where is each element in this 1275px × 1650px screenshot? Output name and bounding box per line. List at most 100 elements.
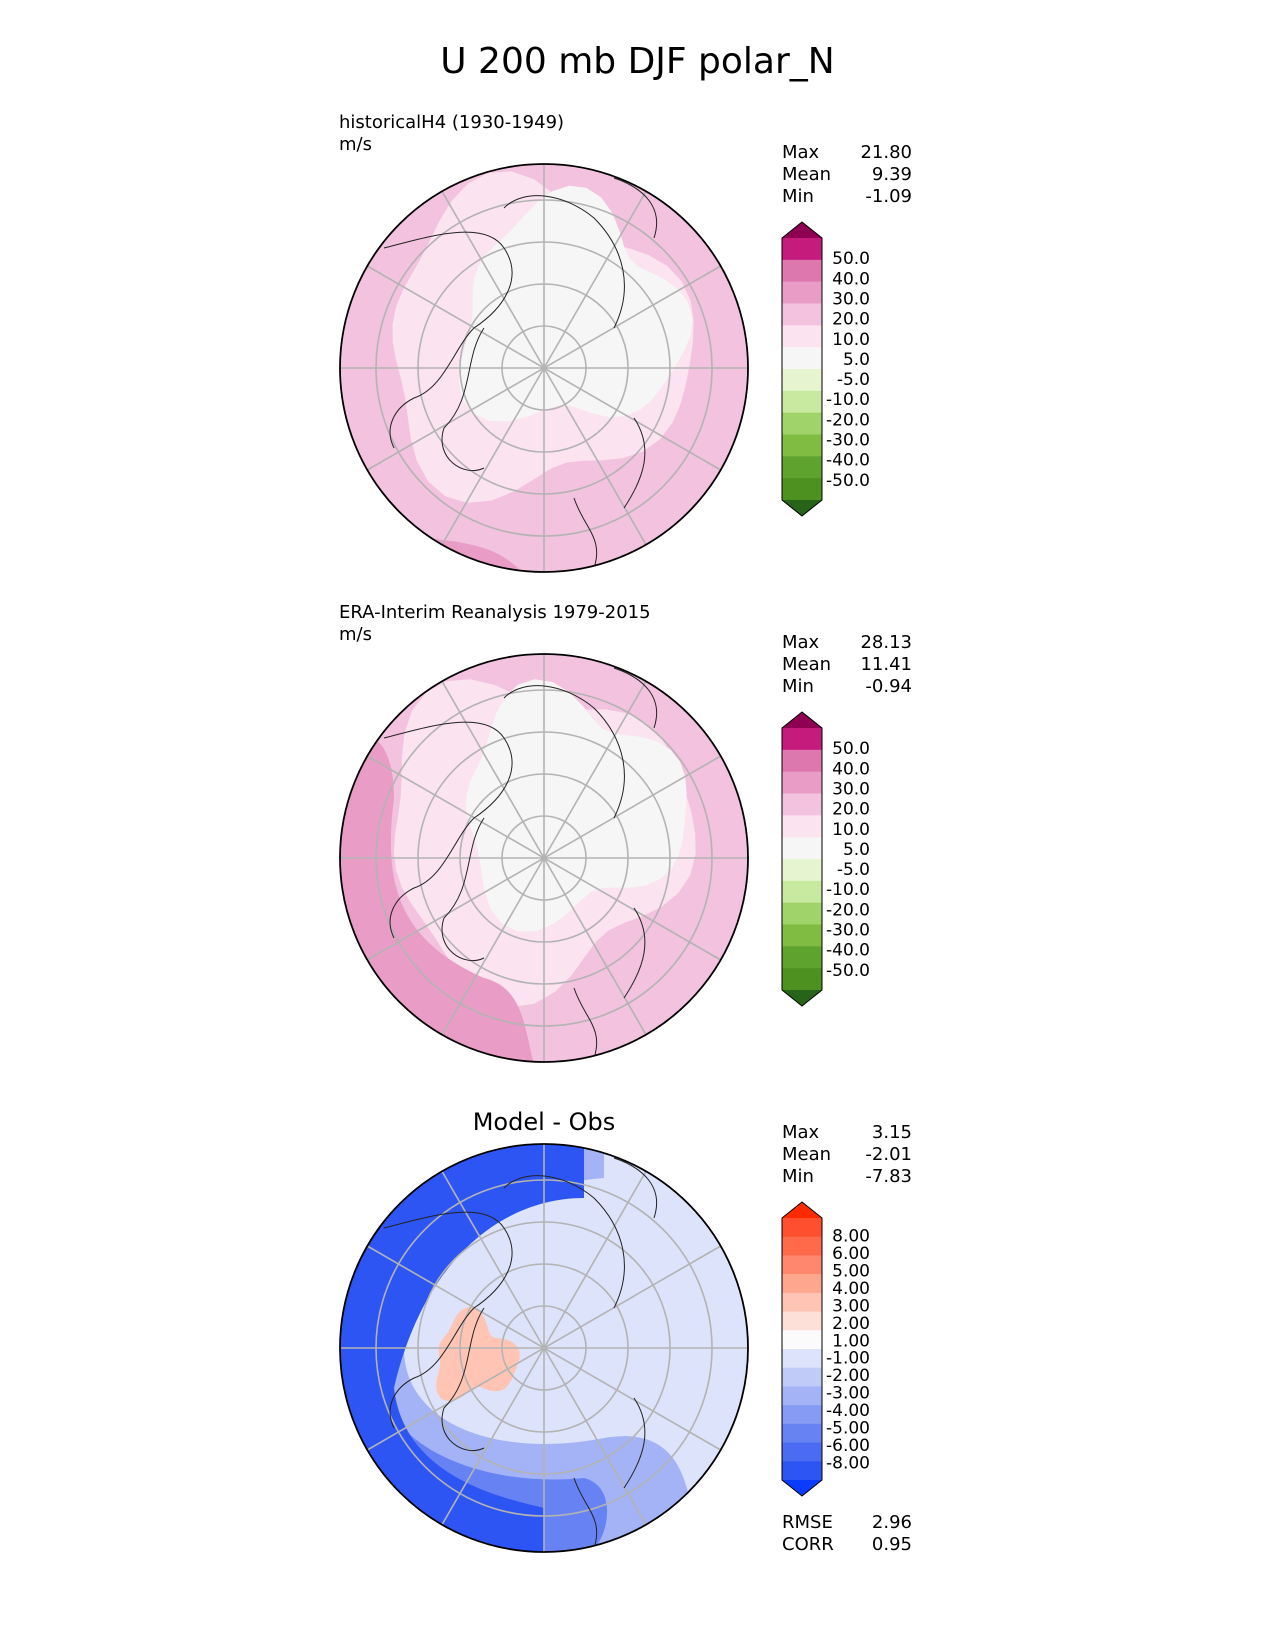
meridian-line bbox=[441, 190, 647, 546]
colorbar-segment bbox=[782, 1330, 822, 1350]
meridian-line bbox=[441, 1170, 647, 1526]
colorbar-tick-label: 2.00 bbox=[832, 1314, 870, 1334]
colorbar-tick-label: -20.0 bbox=[826, 900, 870, 920]
panel-3-colorbar: 8.006.005.004.003.002.001.00-1.00-2.00-3… bbox=[781, 1201, 870, 1497]
coastline bbox=[383, 721, 513, 939]
colorbar-segment bbox=[782, 902, 822, 925]
colorbar-segment bbox=[782, 1236, 822, 1256]
colorbar-segment bbox=[782, 1218, 822, 1238]
colorbar-tick-label: -50.0 bbox=[826, 961, 870, 981]
colorbar-tick-label: -10.0 bbox=[826, 880, 870, 900]
colorbar-tick-label: 4.00 bbox=[832, 1279, 870, 1299]
colorbar-tick-label: 1.00 bbox=[832, 1331, 870, 1351]
colorbar-segment bbox=[782, 1311, 822, 1331]
colorbar-segment bbox=[782, 1349, 822, 1369]
metric-rmse: RMSE 2.96 bbox=[782, 1512, 912, 1533]
colorbar-segment bbox=[782, 1274, 822, 1294]
panel-3-polar-map bbox=[339, 1143, 749, 1553]
panel-2-title: ERA-Interim Reanalysis 1979-2015 bbox=[339, 602, 651, 623]
coastline bbox=[623, 1397, 646, 1489]
colorbar-segment bbox=[782, 793, 822, 816]
colorbar-segment bbox=[782, 259, 822, 283]
colorbar-segment bbox=[782, 1405, 822, 1425]
colorbar-segment bbox=[782, 456, 822, 479]
stat-mean: Mean -2.01 bbox=[782, 1144, 912, 1165]
colorbar-tick-label: 8.00 bbox=[832, 1226, 870, 1246]
stat-max: Max 21.80 bbox=[782, 142, 912, 163]
colorbar-tick-label: -30.0 bbox=[826, 921, 870, 941]
colorbar-tick-label: -40.0 bbox=[826, 941, 870, 961]
colorbar-segment bbox=[782, 1386, 822, 1406]
colorbar-extend-bottom bbox=[782, 500, 822, 516]
colorbar-segment bbox=[782, 837, 822, 860]
colorbar-tick-label: 3.00 bbox=[832, 1296, 870, 1316]
colorbar-segment bbox=[782, 749, 822, 773]
colorbar-tick-label: -5.00 bbox=[826, 1419, 870, 1439]
colorbar-segment bbox=[782, 478, 822, 501]
coastline bbox=[613, 177, 658, 239]
colorbar-tick-label: 10.0 bbox=[832, 330, 870, 350]
colorbar-segment bbox=[782, 303, 822, 326]
colorbar-tick-label: 30.0 bbox=[832, 779, 870, 799]
colorbar-tick-label: -4.00 bbox=[826, 1401, 870, 1421]
panel-3-metrics: RMSE 2.96 CORR 0.95 bbox=[782, 1512, 912, 1556]
coastline bbox=[503, 685, 625, 819]
colorbar-segment bbox=[782, 325, 822, 348]
stat-min: Min -1.09 bbox=[782, 186, 912, 207]
stat-min: Min -0.94 bbox=[782, 676, 912, 697]
colorbar-segment bbox=[782, 924, 822, 947]
coastline bbox=[441, 327, 485, 472]
colorbar-segment bbox=[782, 1292, 822, 1313]
colorbar-tick-label: -20.0 bbox=[826, 410, 870, 430]
panel-1-units: m/s bbox=[339, 134, 372, 155]
stat-min: Min -7.83 bbox=[782, 1166, 912, 1187]
panel-1-stats: Max 21.80 Mean 9.39 Min -1.09 bbox=[782, 142, 912, 208]
colorbar-extend-top bbox=[782, 712, 822, 728]
contour-field-edge bbox=[340, 736, 534, 1062]
panel-3-stats: Max 3.15 Mean -2.01 Min -7.83 bbox=[782, 1122, 912, 1188]
panel-2-colorbar: 50.040.030.020.010.05.0-5.0-10.0-20.0-30… bbox=[781, 711, 870, 1007]
panel-1-title: historicalH4 (1930-1949) bbox=[339, 112, 565, 133]
colorbar-segment bbox=[782, 434, 822, 457]
coastline bbox=[383, 231, 513, 449]
stat-max: Max 28.13 bbox=[782, 632, 912, 653]
map-boundary bbox=[339, 163, 749, 573]
coastline bbox=[503, 1175, 625, 1309]
colorbar-tick-label: 30.0 bbox=[832, 289, 870, 309]
colorbar-extend-top bbox=[782, 1202, 822, 1218]
colorbar-segment bbox=[782, 1423, 822, 1444]
coastline bbox=[623, 907, 646, 999]
stat-max: Max 3.15 bbox=[782, 1122, 912, 1143]
colorbar-tick-label: -6.00 bbox=[826, 1436, 870, 1456]
coastline bbox=[383, 1211, 513, 1429]
colorbar-extend-top bbox=[782, 222, 822, 238]
metric-corr: CORR 0.95 bbox=[782, 1534, 912, 1555]
colorbar-segment bbox=[782, 390, 822, 414]
coastline bbox=[503, 195, 625, 329]
colorbar-segment bbox=[782, 369, 822, 392]
coastline bbox=[441, 1307, 485, 1452]
colorbar-tick-label: -8.00 bbox=[826, 1454, 870, 1474]
colorbar-segment bbox=[782, 1461, 822, 1481]
map-boundary bbox=[339, 653, 749, 1063]
colorbar-segment bbox=[782, 728, 822, 751]
colorbar-segment bbox=[782, 771, 822, 794]
panel-1-colorbar: 50.040.030.020.010.05.0-5.0-10.0-20.0-30… bbox=[781, 221, 870, 517]
panel-3-title: Model - Obs bbox=[472, 1108, 616, 1136]
map-boundary bbox=[339, 1143, 749, 1553]
colorbar-tick-label: -30.0 bbox=[826, 431, 870, 451]
coastline bbox=[573, 1477, 598, 1549]
colorbar-tick-label: 20.0 bbox=[832, 310, 870, 330]
colorbar-tick-label: 50.0 bbox=[832, 739, 870, 759]
stat-mean: Mean 11.41 bbox=[782, 654, 912, 675]
colorbar-segment bbox=[782, 880, 822, 904]
colorbar-tick-label: 5.0 bbox=[843, 840, 870, 860]
contour-field-edge bbox=[340, 1144, 584, 1552]
colorbar-tick-label: -1.00 bbox=[826, 1349, 870, 1369]
colorbar-extend-bottom bbox=[782, 1480, 822, 1496]
coastline bbox=[623, 417, 646, 509]
colorbar-tick-label: -2.00 bbox=[826, 1366, 870, 1386]
colorbar-tick-label: 20.0 bbox=[832, 800, 870, 820]
colorbar-segment bbox=[782, 1367, 822, 1387]
colorbar-tick-label: 5.00 bbox=[832, 1261, 870, 1281]
